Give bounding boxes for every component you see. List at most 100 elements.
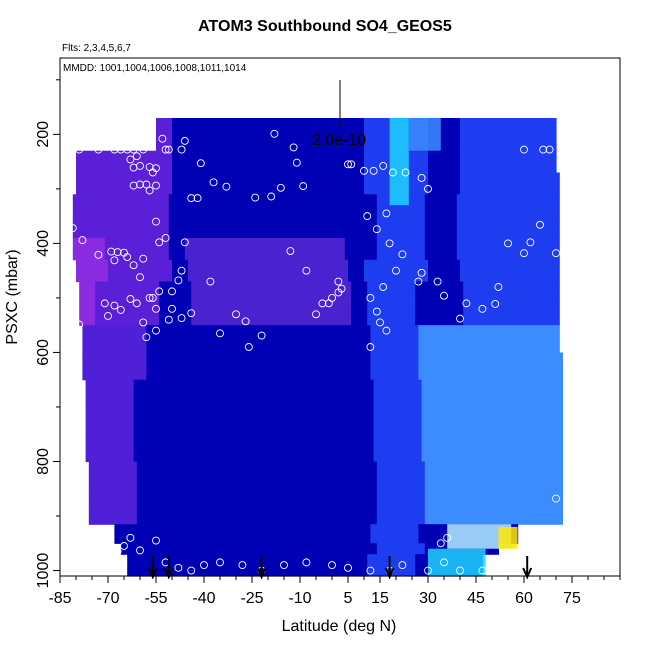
heatmap-cell bbox=[504, 216, 522, 239]
sample-point bbox=[504, 239, 512, 248]
heatmap-cell bbox=[156, 117, 173, 152]
sample-point bbox=[382, 326, 391, 335]
x-axis: -85 -70 -55 -40 -25 -10 5 15 30 45 60 75 bbox=[48, 576, 621, 607]
heatmap-cell bbox=[373, 434, 391, 463]
heatmap-cell bbox=[498, 325, 515, 354]
heatmap-cell bbox=[472, 216, 490, 239]
heatmap-cell bbox=[300, 172, 317, 195]
x-tick-label: 30 bbox=[419, 590, 437, 607]
sample-point bbox=[286, 247, 295, 255]
heatmap-cell bbox=[338, 524, 355, 544]
heatmap-cell bbox=[325, 434, 343, 463]
chart-title: ATOM3 Southbound SO4_GEOS5 bbox=[198, 18, 452, 35]
sample-point bbox=[145, 186, 154, 195]
heatmap-cell bbox=[229, 379, 247, 408]
heatmap-cell bbox=[508, 150, 525, 174]
sample-point bbox=[292, 158, 301, 167]
heatmap-cell bbox=[434, 352, 451, 381]
sample-point bbox=[68, 224, 77, 233]
heatmap-cell bbox=[460, 117, 477, 152]
sample-point bbox=[164, 145, 173, 154]
sample-point bbox=[129, 181, 138, 190]
heatmap-cell bbox=[172, 150, 189, 174]
heatmap-cell bbox=[274, 325, 291, 354]
heatmap-cell bbox=[197, 406, 215, 435]
sample-point bbox=[385, 239, 394, 248]
sample-point bbox=[344, 160, 352, 169]
heatmap-cell bbox=[168, 543, 186, 555]
heatmap-cell bbox=[408, 505, 426, 525]
sample-point bbox=[177, 145, 186, 154]
sample-point bbox=[126, 295, 135, 303]
heatmap-cell bbox=[213, 434, 231, 463]
heatmap-cell bbox=[162, 352, 179, 381]
sample-point bbox=[174, 276, 183, 285]
heatmap-cell bbox=[424, 237, 442, 261]
heatmap-cell bbox=[517, 434, 535, 463]
sample-point bbox=[417, 174, 426, 182]
heatmap-cell bbox=[524, 259, 541, 283]
heatmap-cell bbox=[101, 434, 119, 463]
sample-point bbox=[120, 542, 128, 550]
heatmap-cell bbox=[88, 237, 106, 261]
sample-point bbox=[216, 558, 224, 567]
heatmap-cell bbox=[274, 352, 291, 381]
sample-point bbox=[443, 533, 452, 542]
heatmap-cell bbox=[469, 379, 487, 408]
heatmap-cell bbox=[296, 237, 314, 261]
heatmap-cell bbox=[328, 216, 346, 239]
heatmap-cell bbox=[344, 461, 362, 490]
sample-point bbox=[251, 193, 260, 202]
heatmap-cell bbox=[264, 194, 282, 217]
heatmap-cell bbox=[220, 150, 237, 174]
sample-point bbox=[110, 301, 119, 310]
y-tick-label: 1000 bbox=[35, 553, 52, 589]
heatmap-cell bbox=[498, 352, 515, 381]
heatmap-cell bbox=[264, 461, 282, 490]
heatmap-cell bbox=[296, 488, 314, 506]
heatmap-cell bbox=[360, 237, 378, 261]
heatmap-cell bbox=[450, 352, 467, 381]
sample-point bbox=[424, 566, 432, 575]
sample-point bbox=[116, 305, 125, 314]
heatmap-cell bbox=[114, 325, 131, 354]
heatmap-cell bbox=[101, 406, 119, 435]
heatmap-cell bbox=[370, 352, 387, 381]
sample-point bbox=[324, 299, 333, 308]
sample-point bbox=[478, 566, 487, 575]
heatmap-cell bbox=[552, 461, 563, 490]
heatmap-cell bbox=[312, 216, 330, 239]
heatmap-cell bbox=[488, 237, 506, 261]
heatmap-cell bbox=[348, 259, 365, 283]
heatmap-cell bbox=[488, 194, 506, 217]
heatmap-highlight bbox=[498, 526, 518, 549]
heatmap-cell bbox=[552, 194, 560, 217]
heatmap-cell bbox=[546, 325, 560, 354]
sample-point bbox=[129, 261, 138, 270]
heatmap-cell bbox=[543, 281, 560, 304]
sample-point bbox=[193, 194, 202, 203]
heatmap-cell bbox=[463, 281, 480, 304]
heatmap-cell bbox=[341, 379, 359, 408]
heatmap-cell bbox=[472, 461, 490, 490]
heatmap-cell bbox=[332, 117, 349, 152]
heatmap-cell bbox=[168, 237, 186, 261]
heatmap-cell bbox=[280, 216, 298, 239]
sample-point bbox=[520, 249, 528, 258]
heatmap-cell bbox=[130, 352, 147, 381]
heatmap-cell bbox=[284, 150, 301, 174]
heatmap-cell bbox=[255, 281, 272, 304]
heatmap-cell bbox=[120, 543, 138, 555]
heatmap-cell bbox=[450, 325, 467, 354]
x-tick-label: -25 bbox=[240, 590, 263, 607]
heatmap-cell bbox=[159, 281, 176, 304]
heatmap-cell bbox=[287, 281, 304, 304]
heatmap-cell bbox=[178, 524, 195, 544]
sample-point bbox=[369, 166, 378, 175]
heatmap-cell bbox=[376, 216, 394, 239]
sample-point bbox=[536, 220, 544, 229]
heatmap-cell bbox=[268, 117, 285, 152]
heatmap-cell bbox=[360, 216, 378, 239]
arrow-head bbox=[522, 567, 533, 580]
heatmap-cell bbox=[399, 281, 416, 304]
